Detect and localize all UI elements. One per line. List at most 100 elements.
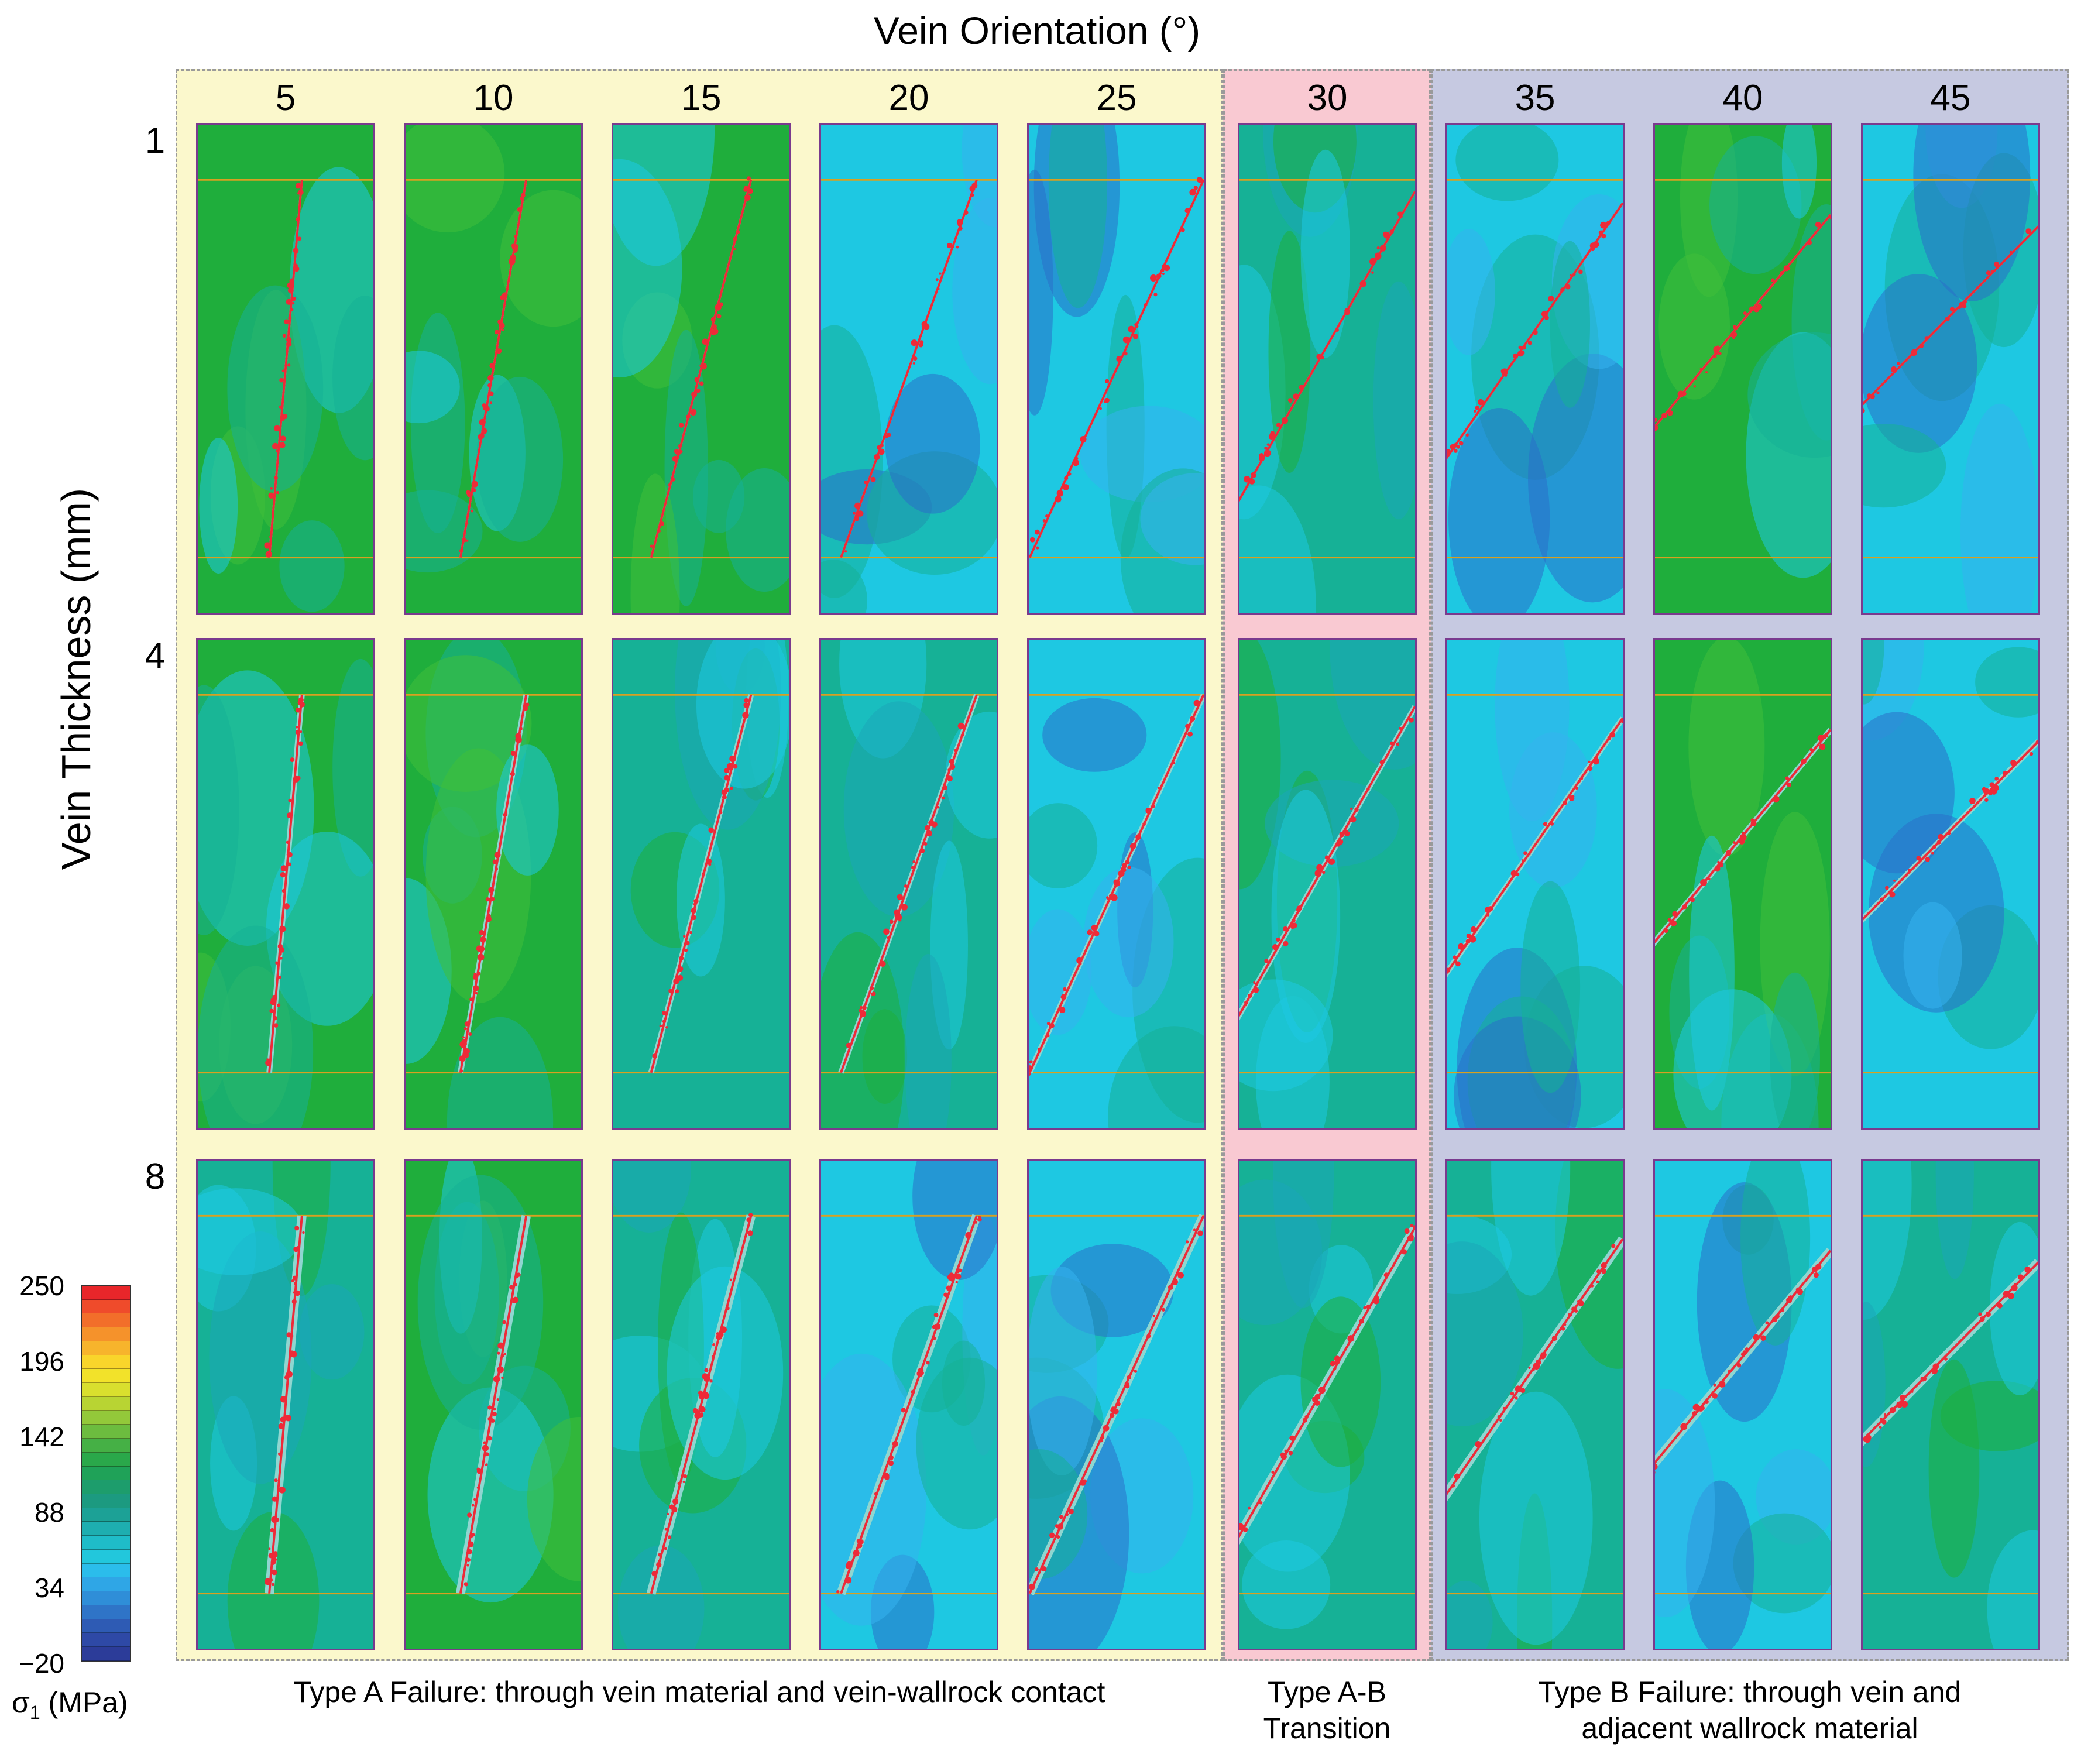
fracture-point xyxy=(1075,457,1079,460)
fracture-point xyxy=(943,1292,948,1298)
fracture-point xyxy=(1931,852,1935,855)
fracture-point xyxy=(1276,937,1280,942)
fracture-point xyxy=(1333,1367,1337,1370)
fracture-point xyxy=(1110,894,1118,901)
panel-t1-o35 xyxy=(1445,123,1625,615)
fracture-point xyxy=(712,328,719,335)
fracture-point xyxy=(1807,240,1812,245)
fracture-point xyxy=(1104,397,1110,403)
fracture-point xyxy=(692,910,695,912)
fracture-point xyxy=(1056,1535,1060,1539)
fracture-point xyxy=(970,193,974,197)
colorbar-tick-2: 142 xyxy=(19,1422,64,1452)
stress-contour xyxy=(1268,231,1311,473)
fracture-point xyxy=(1881,1419,1887,1425)
fracture-point xyxy=(268,1553,274,1559)
fracture-point xyxy=(692,1408,698,1413)
stress-contour xyxy=(1447,229,1495,355)
fracture-point xyxy=(1574,1309,1578,1313)
fracture-point xyxy=(937,287,940,290)
fracture-point xyxy=(901,1408,906,1413)
fracture-point xyxy=(477,972,481,976)
fracture-point xyxy=(1348,817,1354,822)
fracture-point xyxy=(1655,1463,1658,1470)
fracture-point xyxy=(279,956,283,960)
fracture-point xyxy=(1499,1419,1502,1422)
fracture-point xyxy=(719,302,724,307)
fracture-point xyxy=(297,710,300,713)
fracture-point xyxy=(1251,473,1256,478)
stress-contour xyxy=(500,190,581,327)
fracture-point xyxy=(1528,853,1531,856)
fracture-point xyxy=(1890,1406,1896,1413)
fracture-point xyxy=(287,287,294,294)
fracture-point xyxy=(1382,231,1389,238)
fracture-point xyxy=(1938,833,1944,840)
fracture-point xyxy=(1533,330,1538,335)
fracture-trace xyxy=(1447,202,1623,459)
fracture-point xyxy=(743,187,748,192)
fracture-point xyxy=(1142,1344,1146,1347)
fracture-point xyxy=(1322,870,1326,874)
fracture-point xyxy=(1056,497,1060,502)
fracture-point xyxy=(1543,822,1547,826)
fracture-point xyxy=(1131,848,1135,851)
fracture-point xyxy=(1456,445,1460,449)
stress-field xyxy=(1655,1161,1831,1649)
fracture-point xyxy=(1510,870,1517,877)
fracture-point xyxy=(1099,407,1102,410)
fracture-point xyxy=(1688,898,1691,901)
fracture-point xyxy=(1339,831,1345,838)
fracture-point xyxy=(525,702,530,707)
fracture-point xyxy=(1717,860,1720,864)
fracture-point xyxy=(268,1547,271,1550)
fracture-point xyxy=(658,1553,662,1557)
fracture-point xyxy=(489,363,495,369)
fracture-point xyxy=(496,348,502,354)
fracture-point xyxy=(1124,351,1128,356)
fracture-point xyxy=(287,282,293,289)
fracture-point xyxy=(1984,798,1989,802)
fracture-point xyxy=(1785,776,1789,780)
fracture-point xyxy=(1772,795,1780,803)
fracture-point xyxy=(1049,1532,1055,1538)
fracture-point xyxy=(278,946,285,953)
fracture-point xyxy=(1142,822,1146,826)
fracture-point xyxy=(923,842,928,846)
fracture-point xyxy=(1127,865,1131,870)
stress-field xyxy=(198,125,373,613)
colorbar-band xyxy=(82,1410,130,1425)
fracture-point xyxy=(1338,839,1344,845)
panel-t1-o20 xyxy=(819,123,998,615)
fracture-point xyxy=(485,897,490,902)
fracture-point xyxy=(939,272,942,275)
fracture-point xyxy=(2008,1292,2014,1299)
fracture-point xyxy=(845,1562,853,1570)
fracture-point xyxy=(469,997,473,1001)
fracture-point xyxy=(471,1504,475,1507)
fracture-point xyxy=(1765,1321,1769,1325)
fracture-point xyxy=(1893,879,1896,882)
fracture-point xyxy=(1949,307,1955,312)
fracture-point xyxy=(1550,822,1554,826)
fracture-point xyxy=(1055,1524,1059,1528)
fracture-point xyxy=(1815,221,1821,228)
fracture-point xyxy=(1598,230,1603,235)
stress-contour xyxy=(1935,1161,1974,1279)
fracture-point xyxy=(1266,443,1270,446)
fracture-point xyxy=(708,863,712,866)
fracture-point xyxy=(651,1570,657,1577)
fracture-point xyxy=(492,859,497,864)
fracture-point xyxy=(1739,838,1745,845)
fracture-point xyxy=(293,248,299,254)
fracture-point xyxy=(668,483,671,486)
fracture-point xyxy=(264,542,271,549)
stress-contour xyxy=(1688,640,1765,857)
fracture-point xyxy=(1596,1269,1601,1274)
colorbar-band xyxy=(82,1355,130,1370)
fracture-point xyxy=(1129,843,1136,850)
colorbar-band xyxy=(82,1341,130,1355)
fracture-point xyxy=(950,245,954,249)
orientation-label-10: 10 xyxy=(473,78,514,118)
fracture-point xyxy=(1292,918,1296,923)
